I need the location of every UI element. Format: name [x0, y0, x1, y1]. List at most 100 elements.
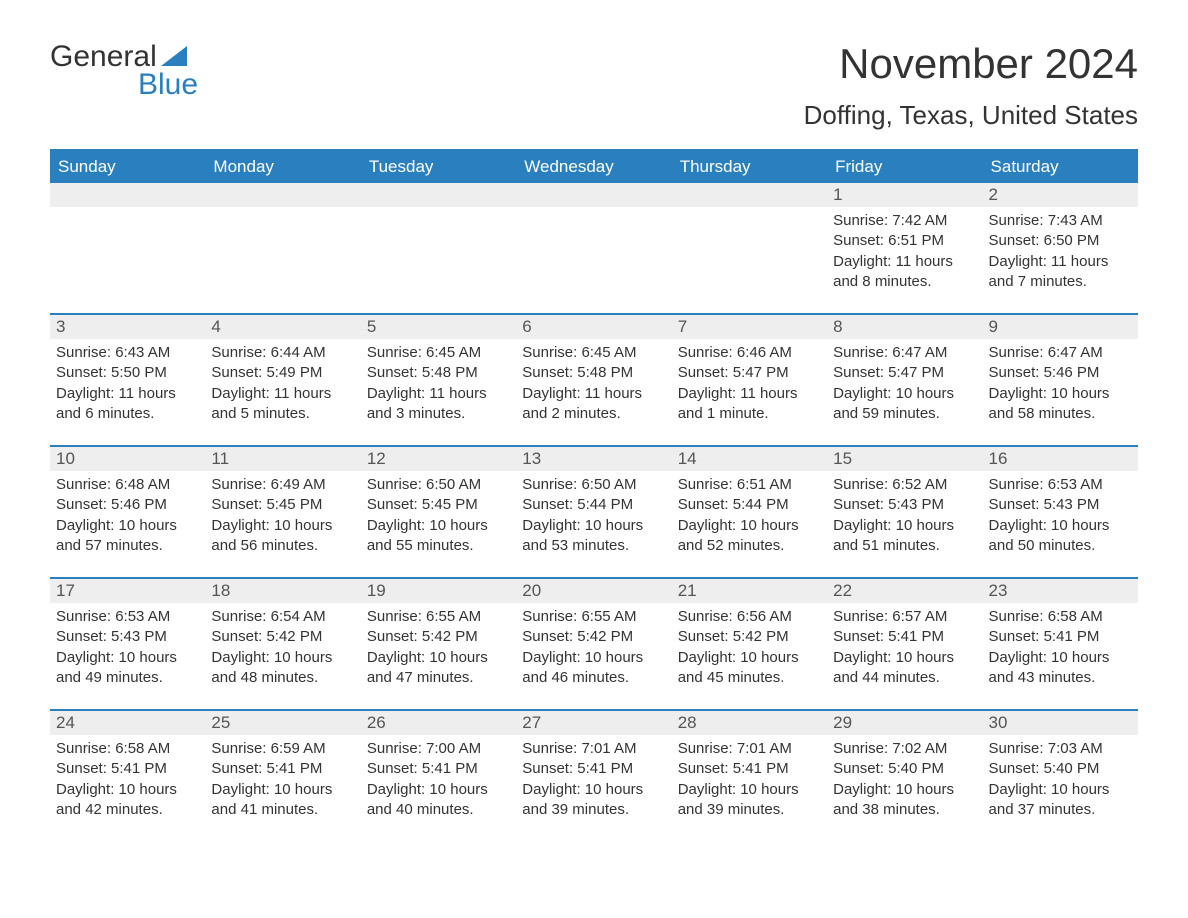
day-number: 4	[205, 315, 360, 339]
weekday-header: Thursday	[672, 151, 827, 183]
day-cell: 30Sunrise: 7:03 AMSunset: 5:40 PMDayligh…	[983, 711, 1138, 841]
sunset-text: Sunset: 5:42 PM	[211, 627, 354, 647]
day-cell: 26Sunrise: 7:00 AMSunset: 5:41 PMDayligh…	[361, 711, 516, 841]
daylight-text: Daylight: 10 hours and 51 minutes.	[833, 516, 976, 557]
day-body: Sunrise: 6:52 AMSunset: 5:43 PMDaylight:…	[827, 471, 982, 556]
sunrise-text: Sunrise: 6:59 AM	[211, 739, 354, 759]
day-number: 29	[827, 711, 982, 735]
weekday-header: Tuesday	[361, 151, 516, 183]
day-body: Sunrise: 6:45 AMSunset: 5:48 PMDaylight:…	[516, 339, 671, 424]
day-number: 1	[827, 183, 982, 207]
daylight-text: Daylight: 10 hours and 41 minutes.	[211, 780, 354, 821]
daylight-text: Daylight: 10 hours and 50 minutes.	[989, 516, 1132, 557]
daylight-text: Daylight: 10 hours and 40 minutes.	[367, 780, 510, 821]
daylight-text: Daylight: 10 hours and 58 minutes.	[989, 384, 1132, 425]
weekday-header: Saturday	[983, 151, 1138, 183]
week-row: 24Sunrise: 6:58 AMSunset: 5:41 PMDayligh…	[50, 709, 1138, 841]
day-cell: 10Sunrise: 6:48 AMSunset: 5:46 PMDayligh…	[50, 447, 205, 577]
day-body: Sunrise: 6:53 AMSunset: 5:43 PMDaylight:…	[983, 471, 1138, 556]
daylight-text: Daylight: 11 hours and 3 minutes.	[367, 384, 510, 425]
daylight-text: Daylight: 10 hours and 42 minutes.	[56, 780, 199, 821]
day-cell: 4Sunrise: 6:44 AMSunset: 5:49 PMDaylight…	[205, 315, 360, 445]
day-cell: 27Sunrise: 7:01 AMSunset: 5:41 PMDayligh…	[516, 711, 671, 841]
week-row: 10Sunrise: 6:48 AMSunset: 5:46 PMDayligh…	[50, 445, 1138, 577]
day-cell: 24 Sunrise: 6:58 AMSunset: 5:41 PMDayligh…	[50, 711, 205, 841]
day-body: Sunrise: 7:02 AMSunset: 5:40 PMDaylight:…	[827, 735, 982, 820]
sunset-text: Sunset: 5:44 PM	[678, 495, 821, 515]
sunrise-text: Sunrise: 7:42 AM	[833, 211, 976, 231]
day-body: Sunrise: 6:47 AMSunset: 5:47 PMDaylight:…	[827, 339, 982, 424]
sunset-text: Sunset: 5:47 PM	[678, 363, 821, 383]
day-cell: 1Sunrise: 7:42 AMSunset: 6:51 PMDaylight…	[827, 183, 982, 313]
sunrise-text: Sunrise: 6:47 AM	[833, 343, 976, 363]
day-number: 13	[516, 447, 671, 471]
day-number: 27	[516, 711, 671, 735]
sunrise-text: Sunrise: 6:43 AM	[56, 343, 199, 363]
day-number: 20	[516, 579, 671, 603]
sunset-text: Sunset: 5:45 PM	[367, 495, 510, 515]
title-block: November 2024 Doffing, Texas, United Sta…	[804, 40, 1138, 131]
daylight-text: Daylight: 11 hours and 1 minute.	[678, 384, 821, 425]
day-body: Sunrise: 6:48 AMSunset: 5:46 PMDaylight:…	[50, 471, 205, 556]
sunrise-text: Sunrise: 6:52 AM	[833, 475, 976, 495]
day-cell: 12Sunrise: 6:50 AMSunset: 5:45 PMDayligh…	[361, 447, 516, 577]
sunrise-text: Sunrise: 6:53 AM	[56, 607, 199, 627]
daylight-text: Daylight: 10 hours and 53 minutes.	[522, 516, 665, 557]
weekday-header: Friday	[827, 151, 982, 183]
day-number	[516, 183, 671, 207]
daylight-text: Daylight: 10 hours and 43 minutes.	[989, 648, 1132, 689]
day-cell: 9Sunrise: 6:47 AMSunset: 5:46 PMDaylight…	[983, 315, 1138, 445]
sunset-text: Sunset: 5:41 PM	[678, 759, 821, 779]
sunset-text: Sunset: 5:40 PM	[833, 759, 976, 779]
sunrise-text: Sunrise: 6:51 AM	[678, 475, 821, 495]
day-number	[361, 183, 516, 207]
sunset-text: Sunset: 5:44 PM	[522, 495, 665, 515]
sunrise-text: Sunrise: 6:58 AM	[56, 739, 199, 759]
day-cell	[205, 183, 360, 313]
sunset-text: Sunset: 5:49 PM	[211, 363, 354, 383]
sunset-text: Sunset: 5:43 PM	[989, 495, 1132, 515]
day-number: 16	[983, 447, 1138, 471]
calendar: Sunday Monday Tuesday Wednesday Thursday…	[50, 149, 1138, 841]
sunset-text: Sunset: 5:41 PM	[211, 759, 354, 779]
day-number: 8	[827, 315, 982, 339]
sunset-text: Sunset: 5:46 PM	[56, 495, 199, 515]
sunrise-text: Sunrise: 7:03 AM	[989, 739, 1132, 759]
day-number	[50, 183, 205, 207]
day-number: 18	[205, 579, 360, 603]
day-number: 3	[50, 315, 205, 339]
day-number: 24	[50, 711, 205, 735]
day-body	[516, 207, 671, 211]
sunset-text: Sunset: 5:41 PM	[56, 759, 199, 779]
day-cell: 21Sunrise: 6:56 AMSunset: 5:42 PMDayligh…	[672, 579, 827, 709]
day-cell: 7Sunrise: 6:46 AMSunset: 5:47 PMDaylight…	[672, 315, 827, 445]
day-body	[672, 207, 827, 211]
daylight-text: Daylight: 11 hours and 7 minutes.	[989, 252, 1132, 293]
daylight-text: Daylight: 10 hours and 56 minutes.	[211, 516, 354, 557]
day-cell: 17Sunrise: 6:53 AMSunset: 5:43 PMDayligh…	[50, 579, 205, 709]
day-number: 2	[983, 183, 1138, 207]
day-body: Sunrise: 6:59 AMSunset: 5:41 PMDaylight:…	[205, 735, 360, 820]
daylight-text: Daylight: 11 hours and 5 minutes.	[211, 384, 354, 425]
sunrise-text: Sunrise: 6:54 AM	[211, 607, 354, 627]
day-number: 15	[827, 447, 982, 471]
day-body	[361, 207, 516, 211]
sunrise-text: Sunrise: 6:45 AM	[522, 343, 665, 363]
sunset-text: Sunset: 6:51 PM	[833, 231, 976, 251]
day-number: 23	[983, 579, 1138, 603]
day-number: 12	[361, 447, 516, 471]
day-body: Sunrise: 6:44 AMSunset: 5:49 PMDaylight:…	[205, 339, 360, 424]
sunset-text: Sunset: 5:41 PM	[989, 627, 1132, 647]
day-body: Sunrise: 7:01 AMSunset: 5:41 PMDaylight:…	[672, 735, 827, 820]
weekday-header: Monday	[205, 151, 360, 183]
day-cell: 20Sunrise: 6:55 AMSunset: 5:42 PMDayligh…	[516, 579, 671, 709]
day-body: Sunrise: 6:55 AMSunset: 5:42 PMDaylight:…	[361, 603, 516, 688]
sunset-text: Sunset: 5:42 PM	[367, 627, 510, 647]
day-cell	[50, 183, 205, 313]
day-body: Sunrise: 6:45 AMSunset: 5:48 PMDaylight:…	[361, 339, 516, 424]
day-body: Sunrise: 6:46 AMSunset: 5:47 PMDaylight:…	[672, 339, 827, 424]
day-number: 7	[672, 315, 827, 339]
sunset-text: Sunset: 5:41 PM	[522, 759, 665, 779]
day-cell: 18Sunrise: 6:54 AMSunset: 5:42 PMDayligh…	[205, 579, 360, 709]
day-number: 11	[205, 447, 360, 471]
